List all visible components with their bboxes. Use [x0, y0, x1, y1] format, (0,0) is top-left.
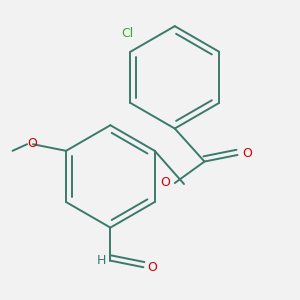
Text: O: O — [148, 261, 158, 274]
Text: O: O — [160, 176, 170, 188]
Text: O: O — [28, 137, 38, 150]
Text: O: O — [242, 148, 252, 160]
Text: H: H — [96, 254, 106, 267]
Text: Cl: Cl — [121, 27, 133, 40]
